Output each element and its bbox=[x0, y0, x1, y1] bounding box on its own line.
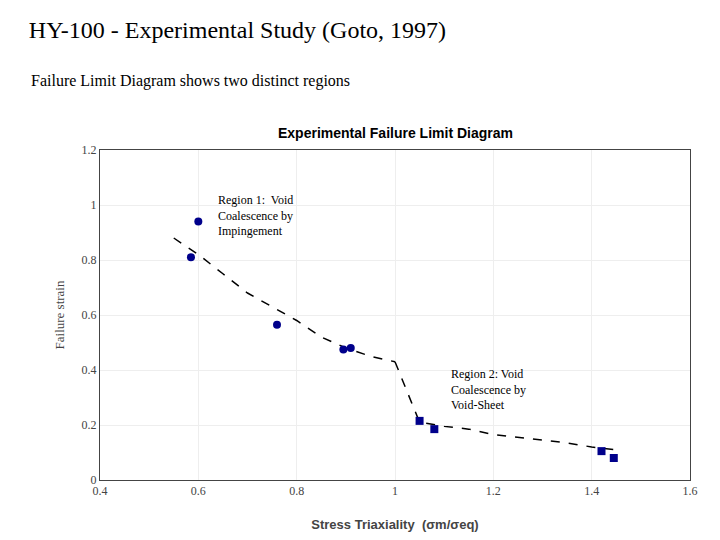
svg-text:HY-100 - Experimental Study (G: HY-100 - Experimental Study (Goto, 1997) bbox=[29, 17, 446, 43]
svg-text:Region 1: VoidCoalescence byI: Region 1: VoidCoalescence byImpingement bbox=[218, 193, 293, 238]
svg-text:0.6: 0.6 bbox=[191, 484, 206, 498]
svg-text:Region 2: VoidCoalescence byVo: Region 2: VoidCoalescence byVoid-Sheet bbox=[451, 367, 526, 412]
svg-text:Stress Triaxiality (σm/σeq): Stress Triaxiality (σm/σeq) bbox=[311, 517, 478, 532]
svg-text:0.4: 0.4 bbox=[93, 484, 108, 498]
svg-text:1.2: 1.2 bbox=[82, 143, 97, 157]
svg-text:0.2: 0.2 bbox=[82, 418, 97, 432]
svg-text:1: 1 bbox=[91, 198, 97, 212]
svg-text:0.8: 0.8 bbox=[82, 253, 97, 267]
svg-text:Failure Limit Diagram shows tw: Failure Limit Diagram shows two distinct… bbox=[31, 72, 350, 90]
svg-text:1.4: 1.4 bbox=[584, 484, 599, 498]
svg-text:Failure strain: Failure strain bbox=[52, 280, 67, 349]
svg-text:1.6: 1.6 bbox=[683, 484, 698, 498]
svg-text:0.6: 0.6 bbox=[82, 308, 97, 322]
svg-text:1: 1 bbox=[392, 484, 398, 498]
svg-text:0: 0 bbox=[91, 473, 97, 487]
svg-text:0.4: 0.4 bbox=[82, 363, 97, 377]
svg-text:Experimental Failure Limit Dia: Experimental Failure Limit Diagram bbox=[278, 125, 513, 141]
svg-text:0.8: 0.8 bbox=[289, 484, 304, 498]
svg-text:1.2: 1.2 bbox=[486, 484, 501, 498]
